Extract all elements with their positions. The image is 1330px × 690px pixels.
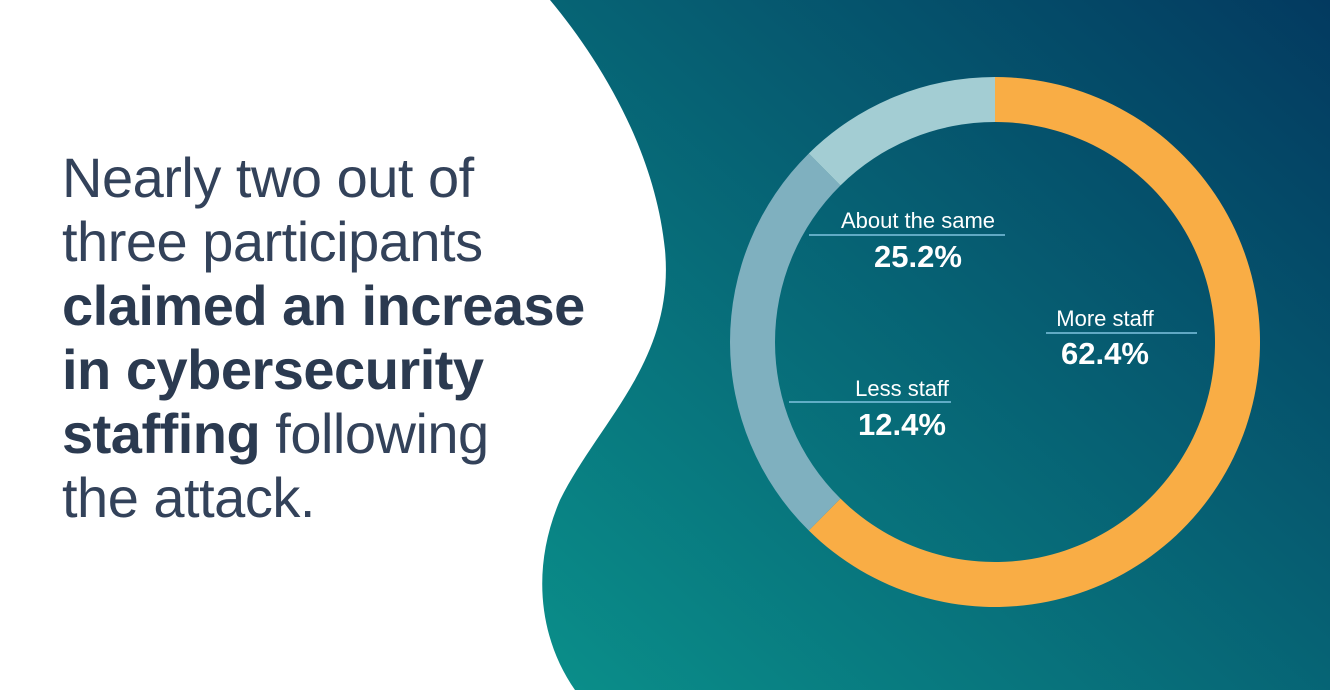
- slice-more-staff: [808, 77, 1260, 607]
- headline: Nearly two out of three participants cla…: [62, 146, 622, 530]
- label-less-staff: Less staff: [855, 376, 950, 401]
- label-about-the-same: About the same: [841, 208, 995, 233]
- headline-line-3: claimed an increase: [62, 274, 585, 337]
- headline-line-5-bold: staffing: [62, 402, 261, 465]
- headline-line-5: staffing following: [62, 402, 622, 466]
- value-label-more-staff: 62.4%: [1061, 336, 1149, 371]
- headline-line-4: in cybersecurity: [62, 338, 484, 401]
- value-label-less-staff: 12.4%: [858, 407, 946, 442]
- headline-line-5-rest: following: [260, 402, 489, 465]
- headline-line-2: three participants: [62, 210, 483, 273]
- slice-about-the-same: [730, 153, 841, 531]
- slice-less-staff: [808, 76, 995, 186]
- label-more-staff: More staff: [1056, 306, 1154, 331]
- headline-line-1: Nearly two out of: [62, 146, 474, 209]
- value-label-about-the-same: 25.2%: [874, 239, 962, 274]
- headline-line-6: the attack.: [62, 466, 315, 529]
